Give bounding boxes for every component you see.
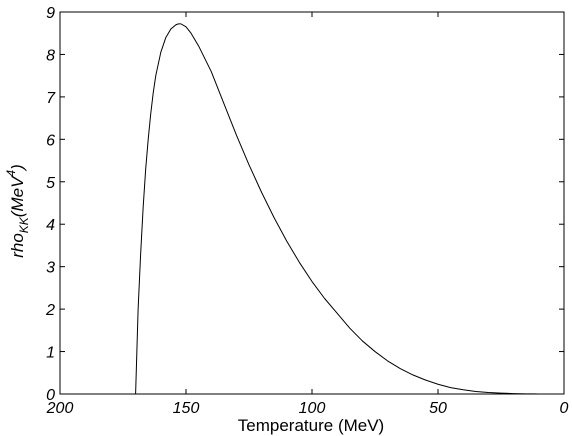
axes bbox=[59, 11, 565, 395]
y-axis-label-superscript: 4 bbox=[4, 170, 18, 177]
y-axis-label: rhoKK(MeV4) bbox=[4, 164, 31, 258]
y-axis-label-unit-close: ) bbox=[8, 164, 27, 172]
x-tick-label: 50 bbox=[429, 400, 447, 417]
y-axis-label-base: rho bbox=[8, 233, 27, 258]
x-tick-label: 100 bbox=[299, 400, 326, 417]
x-axis-label: Temperature (MeV) bbox=[238, 416, 384, 435]
y-tick-label: 1 bbox=[46, 345, 55, 362]
y-tick-label: 2 bbox=[45, 302, 55, 319]
y-tick-label: 9 bbox=[46, 5, 55, 22]
y-axis-label-unit: (MeV bbox=[8, 175, 27, 217]
y-tick-label: 6 bbox=[46, 132, 55, 149]
y-tick-label: 8 bbox=[46, 47, 55, 64]
axis-labels: Temperature (MeV) rhoKK(MeV4) bbox=[4, 164, 384, 435]
plot-frame bbox=[59, 11, 565, 395]
x-tick-label: 0 bbox=[560, 400, 569, 417]
y-tick-label: 3 bbox=[46, 260, 55, 277]
y-tick-label: 7 bbox=[46, 90, 56, 107]
y-tick-label: 4 bbox=[46, 217, 55, 234]
series-line-0 bbox=[135, 23, 552, 395]
ticks: 200 150 100 50 0 0 1 2 3 4 5 6 7 8 9 bbox=[45, 5, 568, 417]
x-tick-label: 200 bbox=[46, 400, 74, 417]
y-axis-label-subscript: KK bbox=[17, 216, 31, 233]
y-tick-label: 0 bbox=[46, 387, 55, 404]
plot-area bbox=[135, 23, 552, 395]
x-tick-label: 150 bbox=[173, 400, 200, 417]
y-tick-label: 5 bbox=[46, 175, 55, 192]
